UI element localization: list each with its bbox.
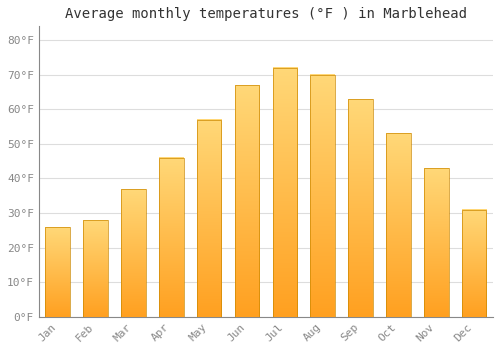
Bar [46, 227, 70, 317]
Bar [272, 68, 297, 317]
Bar [159, 158, 184, 317]
Bar [197, 120, 222, 317]
Title: Average monthly temperatures (°F ) in Marblehead: Average monthly temperatures (°F ) in Ma… [65, 7, 467, 21]
Bar [234, 85, 260, 317]
Bar [462, 210, 486, 317]
Bar [348, 99, 373, 317]
Bar [310, 75, 335, 317]
Bar [386, 133, 410, 317]
Bar [84, 220, 108, 317]
Bar [121, 189, 146, 317]
Bar [424, 168, 448, 317]
